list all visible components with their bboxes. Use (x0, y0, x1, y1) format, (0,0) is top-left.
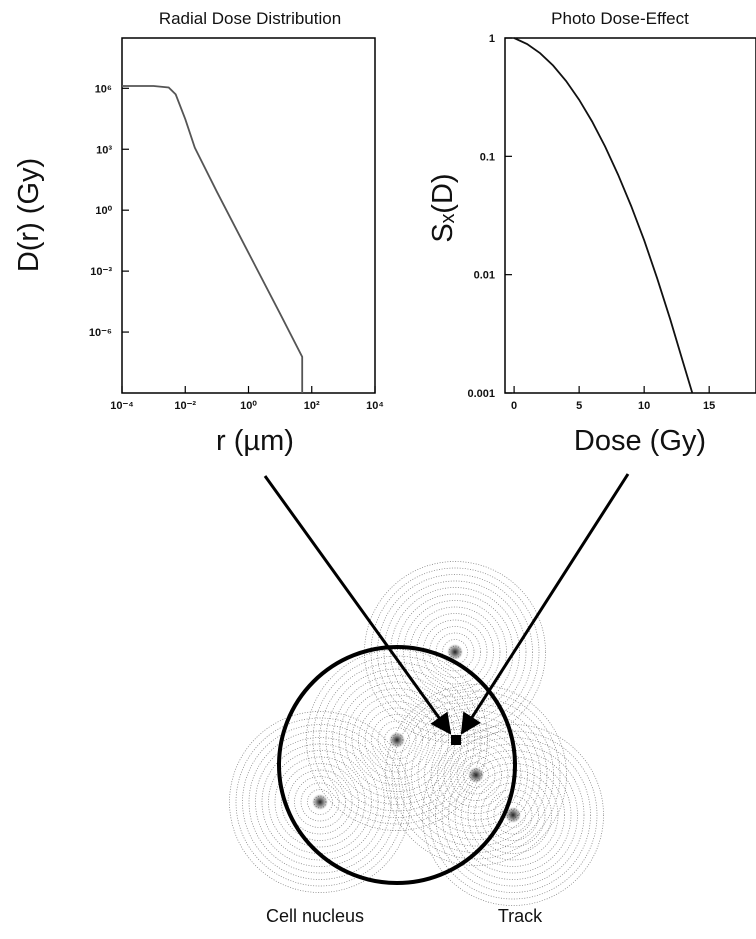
x-tick-label: 10² (304, 400, 320, 412)
dose-ring (300, 782, 340, 822)
dose-ring (442, 639, 468, 665)
dose-ring (454, 756, 572, 874)
dose-ring (428, 730, 598, 900)
dose-ring (377, 720, 417, 760)
dose-ring (390, 587, 520, 717)
y-tick-label: 10⁰ (95, 205, 112, 217)
diagram (229, 473, 630, 906)
chart-title: Radial Dose Distribution (159, 9, 341, 28)
y-tick-label: 0.001 (467, 388, 495, 400)
dose-ring (383, 580, 527, 724)
x-tick-label: 10⁻² (174, 400, 196, 412)
x-tick-label: 10 (638, 400, 650, 412)
x-tick-label: 0 (511, 400, 517, 412)
dose-ring (370, 567, 540, 737)
dose-ring (403, 600, 507, 704)
dose-ring (422, 619, 488, 685)
dose-ring (345, 688, 449, 792)
dose-ring (467, 769, 559, 861)
dose-ring (351, 694, 443, 786)
x-tick-label: 10⁰ (240, 400, 257, 412)
dose-ring (307, 789, 333, 815)
nucleus-label: Cell nucleus (266, 906, 364, 926)
dose-ring (294, 776, 346, 828)
data-line (513, 37, 694, 394)
track-label: Track (498, 906, 543, 926)
dose-ring (411, 710, 541, 840)
dose-ring (480, 782, 546, 848)
dose-ring (435, 632, 475, 672)
y-tick-label: 10³ (96, 144, 112, 156)
dose-ring (422, 724, 604, 906)
dose-ring (493, 795, 533, 835)
dose-ring (448, 750, 578, 880)
x-tick-label: 10⁴ (366, 400, 384, 412)
dose-ring (450, 749, 502, 801)
dose-ring (248, 730, 392, 874)
dose-ring (274, 756, 366, 848)
chart-title: Photo Dose-Effect (551, 9, 689, 28)
sample-point (451, 735, 461, 745)
arrow (263, 475, 452, 735)
dose-ring (385, 684, 567, 866)
cell-nucleus (277, 645, 517, 885)
dose-ring (417, 716, 535, 834)
dose-ring (500, 802, 526, 828)
y-tick-label: 1 (489, 33, 495, 45)
y-tick-label: 0.1 (480, 151, 495, 163)
dose-ring (306, 649, 488, 831)
x-tick-label: 10⁻⁴ (110, 400, 133, 412)
dose-ring (287, 769, 353, 835)
track-core (389, 732, 405, 748)
y-axis-label: Sₓ(D) (427, 173, 459, 242)
dose-ring (371, 714, 423, 766)
data-line (122, 85, 304, 393)
dose-ring (429, 626, 481, 678)
plot-frame (121, 37, 376, 394)
dose-ring (404, 703, 548, 847)
dose-ring (325, 668, 469, 812)
dose-ring (384, 727, 410, 753)
x-axis-label: Dose (Gy) (574, 425, 706, 457)
dose-ring (319, 662, 475, 818)
x-tick-label: 15 (703, 400, 715, 412)
dose-ring (463, 762, 489, 788)
dose-ring (391, 690, 561, 860)
dose-ring (358, 701, 436, 779)
dose-ring (377, 574, 533, 730)
dose-ring (487, 789, 539, 841)
dose-ring (312, 655, 482, 825)
dose-ring (409, 606, 501, 698)
arrow (460, 473, 630, 735)
dose-ring (364, 707, 430, 773)
y-tick-label: 10⁶ (95, 83, 112, 95)
dose-ring (235, 717, 405, 887)
dose-ring (441, 743, 585, 887)
dose-ring (416, 613, 494, 691)
track-core (447, 644, 463, 660)
y-tick-label: 10⁻³ (90, 266, 112, 278)
track-core (505, 807, 521, 823)
dose-ring (443, 742, 509, 808)
plot-frame (504, 37, 756, 394)
dose-ring (474, 776, 552, 854)
track-core (468, 767, 484, 783)
dose-ring (430, 729, 522, 821)
y-tick-label: 0.01 (474, 270, 495, 282)
dose-ring (398, 697, 554, 853)
dose-ring (229, 711, 411, 893)
x-tick-label: 5 (576, 400, 582, 412)
y-axis-label: D(r) (Gy) (13, 158, 45, 272)
dose-ring (281, 763, 359, 841)
dose-ring (255, 737, 385, 867)
dose-ring (242, 724, 398, 880)
x-axis-label: r (µm) (216, 425, 294, 457)
track-core (312, 794, 328, 810)
dose-ring (261, 743, 379, 861)
dose-ring (456, 755, 496, 795)
y-tick-label: 10⁻⁶ (89, 327, 112, 339)
dose-ring (332, 675, 462, 805)
